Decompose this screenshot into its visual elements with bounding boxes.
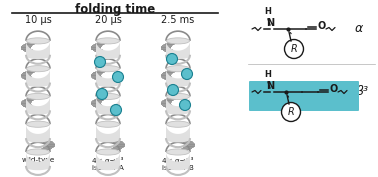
Polygon shape — [96, 124, 120, 142]
Text: R: R — [288, 107, 294, 117]
Text: N: N — [266, 81, 274, 91]
Text: H: H — [265, 7, 271, 16]
Ellipse shape — [26, 38, 50, 44]
Circle shape — [180, 99, 191, 110]
Circle shape — [94, 56, 105, 67]
Ellipse shape — [96, 38, 119, 44]
Polygon shape — [96, 152, 120, 170]
Polygon shape — [96, 41, 120, 59]
Polygon shape — [166, 124, 190, 142]
Text: wild-type: wild-type — [21, 157, 55, 163]
Circle shape — [285, 39, 304, 59]
Text: 10 μs: 10 μs — [25, 15, 51, 25]
Text: 4× α→β³
isomer B: 4× α→β³ isomer B — [162, 157, 194, 171]
Text: folding time: folding time — [75, 3, 155, 16]
Circle shape — [96, 88, 107, 99]
Ellipse shape — [96, 121, 119, 127]
FancyBboxPatch shape — [249, 81, 359, 111]
Ellipse shape — [26, 121, 50, 127]
Ellipse shape — [96, 93, 119, 99]
Polygon shape — [96, 96, 120, 115]
Ellipse shape — [166, 149, 189, 155]
Text: α: α — [355, 22, 363, 36]
Ellipse shape — [166, 121, 189, 127]
Text: 20 μs: 20 μs — [94, 15, 121, 25]
Text: 2.5 ms: 2.5 ms — [161, 15, 195, 25]
Text: H: H — [265, 70, 271, 79]
Text: 4× α→β³
isomer A: 4× α→β³ isomer A — [92, 157, 124, 171]
Polygon shape — [26, 69, 50, 87]
Circle shape — [166, 53, 178, 64]
Ellipse shape — [166, 93, 189, 99]
Text: O: O — [330, 84, 338, 94]
Circle shape — [181, 68, 192, 79]
Text: β³: β³ — [355, 85, 368, 98]
Text: N: N — [266, 18, 274, 28]
Circle shape — [110, 104, 121, 116]
Ellipse shape — [166, 66, 189, 72]
Ellipse shape — [26, 66, 50, 72]
Polygon shape — [166, 69, 190, 87]
Text: O: O — [318, 21, 326, 31]
Ellipse shape — [96, 66, 119, 72]
Circle shape — [282, 102, 301, 121]
Polygon shape — [26, 41, 50, 59]
Polygon shape — [26, 124, 50, 142]
Polygon shape — [96, 69, 120, 87]
Circle shape — [113, 72, 124, 82]
Polygon shape — [166, 96, 190, 115]
Polygon shape — [166, 41, 190, 59]
Ellipse shape — [96, 149, 119, 155]
Ellipse shape — [26, 149, 50, 155]
Polygon shape — [166, 152, 190, 170]
Circle shape — [167, 84, 178, 96]
Polygon shape — [26, 152, 50, 170]
Ellipse shape — [26, 93, 50, 99]
Text: R: R — [291, 44, 297, 54]
Polygon shape — [26, 96, 50, 115]
Ellipse shape — [166, 38, 189, 44]
